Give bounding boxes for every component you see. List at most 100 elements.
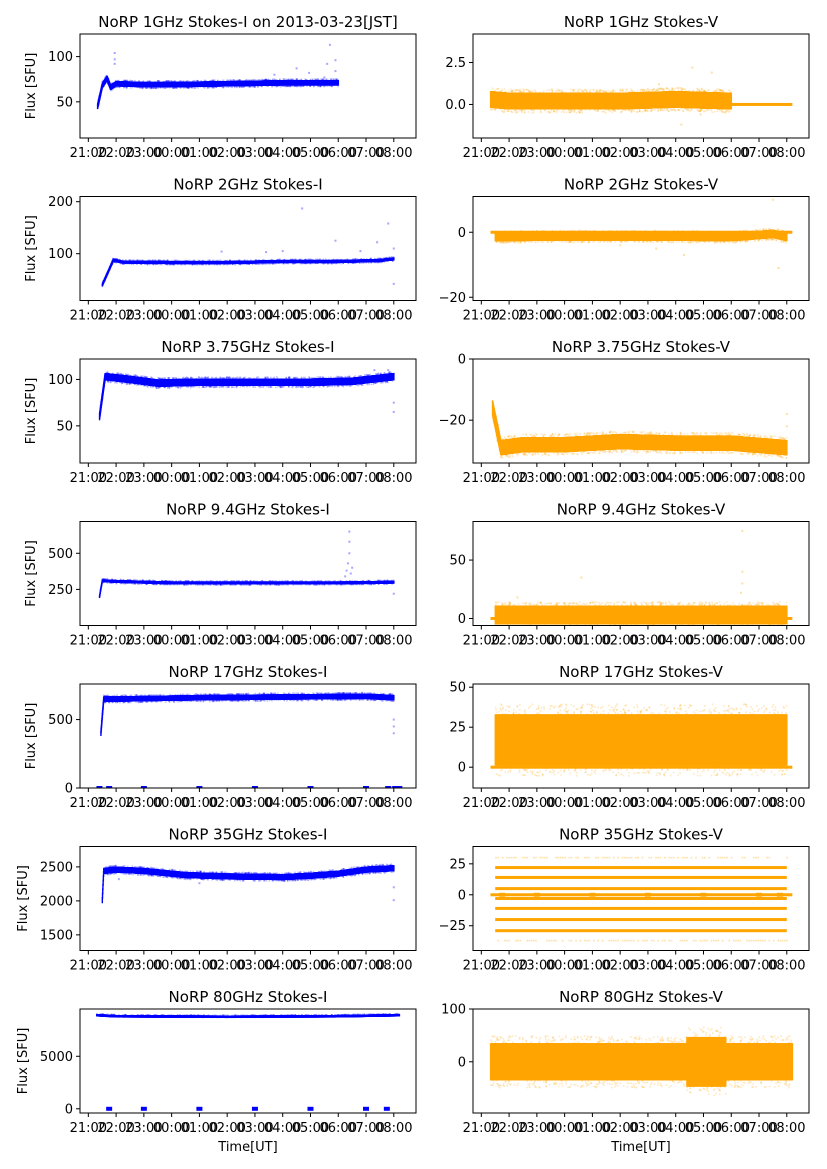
data-point [662,109,664,112]
data-point [252,85,255,88]
data-point [699,109,702,112]
data-point [182,87,185,89]
data-point [101,80,104,83]
data-point [207,86,210,89]
data-point [707,89,709,92]
data-point [496,107,498,110]
data-point [333,78,335,81]
data-point [662,89,665,92]
data-point [110,89,113,92]
data-point [614,110,616,113]
data-point [288,78,290,81]
data-point [527,111,530,113]
data-point [581,109,583,112]
data-point [625,109,627,111]
data-point [619,89,621,92]
data-point [560,91,563,94]
data-point [557,109,559,111]
data-point [657,108,659,110]
data-point [611,111,614,114]
data-point [573,89,575,92]
data-point [238,86,241,88]
data-point [511,89,514,92]
data-point [619,88,622,91]
data-point [279,85,282,88]
data-point [115,85,118,88]
data-point [305,78,308,81]
data-point [243,86,245,88]
data-point [722,90,724,92]
data-point [265,78,267,81]
data-point [287,85,290,87]
data-point [215,86,218,88]
data-point [337,80,340,86]
data-point [721,109,723,111]
data-point [638,110,641,113]
data-point [572,109,575,111]
data-point [577,91,580,94]
data-point [179,87,182,89]
x-tick-label: 07:00 [740,146,777,161]
data-point [678,109,681,112]
data-point [595,90,598,93]
data-point [518,89,521,92]
data-point [115,79,117,82]
data-point [550,109,553,112]
data-point [282,78,285,81]
data-point [638,109,641,112]
data-point [608,109,611,112]
data-point [672,88,674,91]
data-point [628,109,630,111]
data-point [564,91,567,94]
data-point [611,109,614,111]
data-point [186,86,188,89]
data-point [244,85,246,87]
data-point [123,86,126,88]
data-point [312,85,315,88]
data-point [527,91,529,94]
data-point [257,79,260,81]
data-point [497,87,500,90]
data-point [111,82,114,84]
data-point [668,89,671,91]
data-point [661,87,664,90]
data-point [551,91,554,94]
data-point [568,111,570,114]
data-point [242,85,245,88]
data-point [602,90,605,93]
data-point [283,85,286,87]
data-point [507,110,510,112]
data-point [277,85,279,87]
data-point [138,86,141,89]
data-point [253,86,256,88]
data-point [646,110,649,113]
data-point [147,80,150,83]
data-point [626,88,628,91]
data-point [193,86,196,88]
data-point [297,85,299,88]
data-point [519,90,522,93]
data-point [605,112,607,114]
data-point [130,80,132,83]
data-point [122,80,125,82]
data-point [511,90,514,93]
data-point [309,85,312,87]
data-point [605,109,607,111]
data-point [162,81,164,83]
data-point [659,87,662,90]
x-tick-label: 07:00 [347,146,384,161]
data-point [140,87,142,89]
data-point [167,86,169,89]
data-point [256,85,259,88]
data-point [324,85,326,87]
data-point [309,85,312,87]
data-point [186,80,188,83]
data-point [491,87,494,90]
data-point [259,85,261,87]
data-point [261,78,263,81]
data-point [548,89,551,91]
data-point [155,87,157,90]
data-point [295,85,298,88]
data-point [686,109,689,112]
data-point [599,91,601,94]
